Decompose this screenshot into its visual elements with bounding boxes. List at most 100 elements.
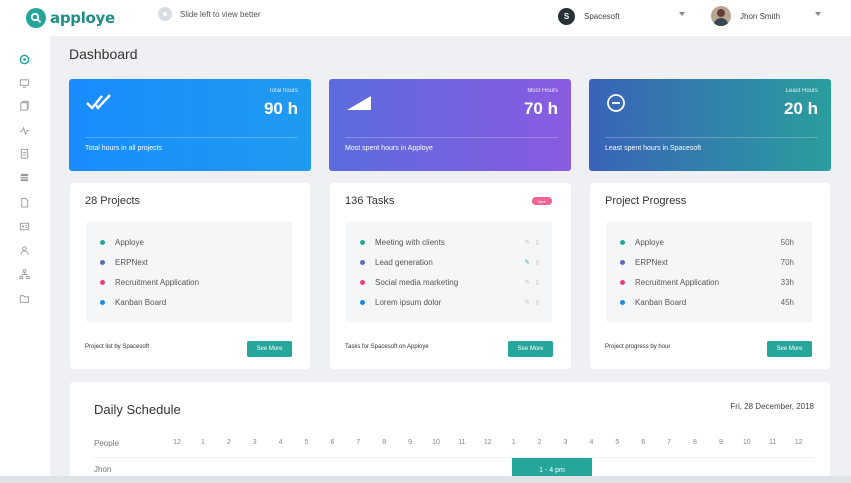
org-name: Spacesoft — [584, 12, 620, 21]
chevron-down-icon[interactable] — [679, 12, 685, 16]
stat-card-least-hours: Least Hours 20 h Least spent hours in Sp… — [589, 79, 831, 171]
people-label: People — [94, 439, 119, 448]
edit-icon[interactable]: ✎ — [524, 279, 530, 286]
list-item[interactable]: Meeting with clients ✎ ▯ — [360, 232, 552, 252]
panel-footer: Project list by Spacesoft — [85, 344, 150, 350]
task-list: Meeting with clients ✎ ▯ Lead generation ✎ ▯… — [346, 222, 552, 322]
panel-title: 28 Projects — [85, 195, 141, 207]
top-bar: apploye Slide left to view better S Spac… — [0, 0, 851, 36]
copy-icon[interactable] — [18, 99, 30, 111]
list-item[interactable]: Social media marketing ✎ ▯ — [360, 272, 552, 292]
hour-label: 4 — [589, 439, 594, 446]
hour-label: 7 — [356, 439, 361, 446]
hour-label: 11 — [458, 439, 466, 446]
list-item[interactable]: ERPNext 70h — [620, 252, 812, 272]
stat-label: Total hours — [268, 88, 298, 94]
stat-description: Least spent hours in Spacesoft — [605, 145, 702, 152]
list-item[interactable]: Lead generation ✎ ▯ — [360, 252, 552, 272]
stat-value: 90 h — [263, 99, 298, 118]
hour-label: 12 — [794, 439, 803, 446]
hour-label: 3 — [563, 439, 568, 446]
activity-icon[interactable] — [18, 124, 30, 136]
panel-footer: Tasks for Spacesoft on Apploye — [345, 344, 429, 350]
page-title: Dashboard — [69, 46, 138, 62]
hour-label: 8 — [693, 439, 697, 446]
list-item[interactable]: Apploye 50h — [620, 232, 812, 252]
schedule-title: Daily Schedule — [94, 402, 181, 417]
see-more-button[interactable]: See More — [247, 341, 292, 357]
user-menu[interactable]: Jhon Smith — [711, 6, 780, 26]
hour-label: 2 — [537, 439, 542, 446]
see-more-button[interactable]: See More — [508, 341, 553, 357]
edit-icon[interactable]: ✎ — [524, 239, 530, 246]
sidebar — [0, 36, 50, 483]
clipboard-icon[interactable] — [18, 147, 30, 159]
stat-card-most-hours: Most Hours 70 h Most spent hours in Appl… — [329, 79, 571, 171]
hour-label: 10 — [432, 439, 440, 446]
avatar — [711, 6, 731, 26]
new-badge: New — [532, 197, 552, 205]
see-more-button[interactable]: See More — [767, 341, 812, 357]
list-item[interactable]: Kanban Board — [100, 292, 292, 312]
slide-hint-text: Slide left to view better — [180, 9, 261, 19]
file-icon[interactable] — [18, 196, 30, 208]
sitemap-icon[interactable] — [18, 268, 30, 280]
monitor-icon[interactable] — [18, 77, 30, 89]
list-item[interactable]: ERPNext — [100, 252, 292, 272]
list-item[interactable]: Apploye — [100, 232, 292, 252]
panel-title: 136 Tasks — [345, 195, 395, 207]
schedule-date: Fri, 28 December, 2018 — [730, 402, 814, 411]
list-item[interactable]: Lorem ipsum dolor ✎ ▯ — [360, 292, 552, 312]
stat-value: 20 h — [783, 99, 818, 118]
delete-icon[interactable]: ▯ — [535, 259, 539, 266]
list-item[interactable]: Recruitment Application — [100, 272, 292, 292]
daily-schedule: Daily Schedule Fri, 28 December, 2018 Pe… — [70, 382, 830, 483]
edit-icon[interactable]: ✎ — [524, 259, 530, 266]
folder-icon[interactable] — [18, 292, 30, 304]
logo-icon — [26, 8, 46, 28]
logo[interactable]: apploye — [26, 8, 115, 28]
progress-panel: Project Progress Apploye 50h ERPNext 70h R… — [590, 183, 830, 369]
person-name: Jhon — [94, 465, 112, 474]
chevron-down-icon[interactable] — [815, 12, 821, 16]
hour-label: 9 — [408, 439, 413, 446]
delete-icon[interactable]: ▯ — [535, 279, 539, 286]
id-card-icon[interactable] — [18, 220, 30, 232]
hour-label: 2 — [226, 439, 231, 446]
projects-panel: 28 Projects Apploye ERPNext Recruitment … — [70, 183, 310, 369]
hour-label: 5 — [304, 439, 309, 446]
dashboard-icon[interactable] — [18, 53, 30, 65]
brand-name: apploye — [50, 9, 115, 27]
org-switcher[interactable]: S Spacesoft — [558, 8, 620, 25]
minus-circle-icon — [605, 92, 627, 119]
stat-description: Total hours in all projects — [85, 145, 163, 152]
hour-label: 6 — [641, 439, 646, 446]
list-item[interactable]: Kanban Board 45h — [620, 292, 812, 312]
delete-icon[interactable]: ▯ — [535, 299, 539, 306]
hour-label: 9 — [718, 439, 723, 446]
trend-up-icon — [345, 92, 373, 117]
hour-label: 1 — [200, 439, 205, 446]
list-item[interactable]: Recruitment Application 33h — [620, 272, 812, 292]
org-avatar: S — [558, 8, 575, 25]
list-icon[interactable] — [18, 171, 30, 183]
tasks-panel: 136 Tasks New Meeting with clients ✎ ▯ Lea… — [330, 183, 571, 369]
hand-icon — [158, 7, 172, 21]
user-name: Jhon Smith — [740, 11, 781, 21]
double-check-icon — [85, 92, 113, 117]
stat-value: 70 h — [523, 99, 558, 118]
stat-description: Most spent hours in Apploye — [345, 145, 433, 152]
horizontal-scrollbar[interactable] — [0, 476, 851, 483]
delete-icon[interactable]: ▯ — [535, 239, 539, 246]
hour-label: 7 — [667, 439, 672, 446]
hour-label: 4 — [278, 439, 283, 446]
hour-label: 6 — [330, 439, 335, 446]
progress-list: Apploye 50h ERPNext 70h Recruitment Applic… — [606, 222, 812, 322]
edit-icon[interactable]: ✎ — [524, 299, 530, 306]
contacts-icon[interactable] — [18, 244, 30, 256]
project-list: Apploye ERPNext Recruitment Application … — [86, 222, 292, 322]
hour-label: 3 — [252, 439, 257, 446]
hour-label: 10 — [742, 439, 751, 446]
stat-label: Most Hours — [527, 88, 558, 94]
hour-label: 12 — [483, 439, 492, 446]
